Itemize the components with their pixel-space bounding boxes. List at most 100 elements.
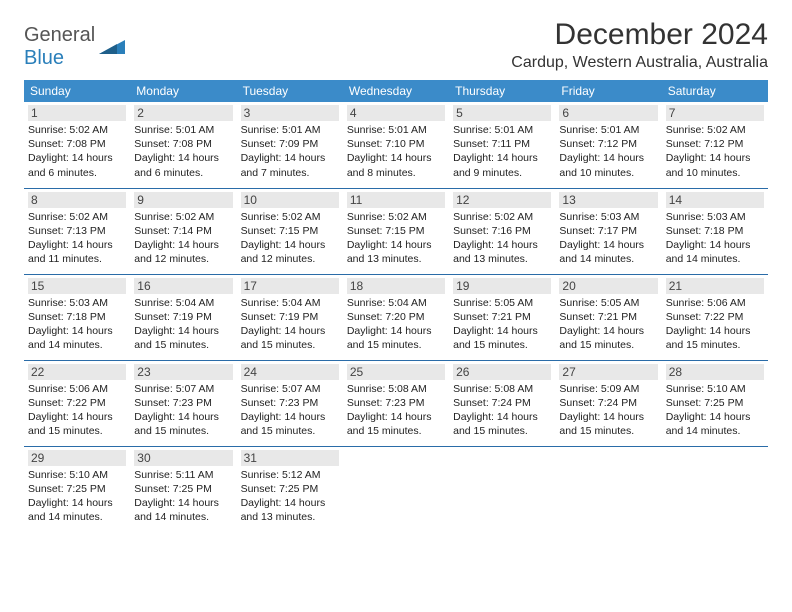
cell-content: Sunrise: 5:03 AMSunset: 7:17 PMDaylight:… [559, 210, 657, 267]
day-number: 4 [347, 105, 445, 121]
sunset-line: Sunset: 7:22 PM [28, 396, 126, 410]
cell-content: Sunrise: 5:03 AMSunset: 7:18 PMDaylight:… [28, 296, 126, 353]
cell-content: Sunrise: 5:04 AMSunset: 7:19 PMDaylight:… [134, 296, 232, 353]
sunrise-line: Sunrise: 5:02 AM [241, 210, 339, 224]
sunset-line: Sunset: 7:23 PM [347, 396, 445, 410]
day-number: 9 [134, 192, 232, 208]
sunset-line: Sunset: 7:18 PM [666, 224, 764, 238]
empty-cell [662, 446, 768, 532]
empty-cell [449, 446, 555, 532]
calendar-cell: 28Sunrise: 5:10 AMSunset: 7:25 PMDayligh… [662, 360, 768, 446]
calendar-cell: 9 Sunrise: 5:02 AMSunset: 7:14 PMDaylight… [130, 188, 236, 274]
day-header: Tuesday [237, 80, 343, 102]
calendar-cell: 1Sunrise: 5:02 AMSunset: 7:08 PMDaylight… [24, 102, 130, 188]
calendar-cell: 25 Sunrise: 5:08 AMSunset: 7:23 PMDayligh… [343, 360, 449, 446]
calendar-cell: 19Sunrise: 5:05 AMSunset: 7:21 PMDayligh… [449, 274, 555, 360]
calendar-cell: 7Sunrise: 5:02 AMSunset: 7:12 PMDaylight… [662, 102, 768, 188]
day-number: 25 [347, 364, 445, 380]
daylight-line: Daylight: 14 hours and 10 minutes. [666, 151, 764, 179]
calendar-row: 1Sunrise: 5:02 AMSunset: 7:08 PMDaylight… [24, 102, 768, 188]
calendar-cell: 23 Sunrise: 5:07 AMSunset: 7:23 PMDayligh… [130, 360, 236, 446]
sunset-line: Sunset: 7:15 PM [241, 224, 339, 238]
day-number: 31 [241, 450, 339, 466]
day-number: 14 [666, 192, 764, 208]
daylight-line: Daylight: 14 hours and 7 minutes. [241, 151, 339, 179]
day-number: 17 [241, 278, 339, 294]
sunrise-line: Sunrise: 5:01 AM [559, 123, 657, 137]
cell-content: Sunrise: 5:01 AMSunset: 7:10 PMDaylight:… [347, 123, 445, 180]
sunrise-line: Sunrise: 5:08 AM [453, 382, 551, 396]
day-header: Sunday [24, 80, 130, 102]
daylight-line: Daylight: 14 hours and 9 minutes. [453, 151, 551, 179]
cell-content: Sunrise: 5:12 AMSunset: 7:25 PMDaylight:… [241, 468, 339, 525]
sunrise-line: Sunrise: 5:10 AM [28, 468, 126, 482]
sunset-line: Sunset: 7:17 PM [559, 224, 657, 238]
day-number: 11 [347, 192, 445, 208]
sunrise-line: Sunrise: 5:03 AM [666, 210, 764, 224]
cell-content: Sunrise: 5:08 AMSunset: 7:23 PMDaylight:… [347, 382, 445, 439]
calendar-row: 22Sunrise: 5:06 AMSunset: 7:22 PMDayligh… [24, 360, 768, 446]
daylight-line: Daylight: 14 hours and 11 minutes. [28, 238, 126, 266]
sunset-line: Sunset: 7:15 PM [347, 224, 445, 238]
day-number: 26 [453, 364, 551, 380]
calendar-cell: 18Sunrise: 5:04 AMSunset: 7:20 PMDayligh… [343, 274, 449, 360]
calendar-cell: 4 Sunrise: 5:01 AMSunset: 7:10 PMDaylight… [343, 102, 449, 188]
cell-content: Sunrise: 5:01 AMSunset: 7:12 PMDaylight:… [559, 123, 657, 180]
calendar-cell: 8 Sunrise: 5:02 AMSunset: 7:13 PMDaylight… [24, 188, 130, 274]
sunset-line: Sunset: 7:25 PM [134, 482, 232, 496]
day-number: 27 [559, 364, 657, 380]
calendar-row: 15 Sunrise: 5:03 AMSunset: 7:18 PMDayligh… [24, 274, 768, 360]
calendar-cell: 20Sunrise: 5:05 AMSunset: 7:21 PMDayligh… [555, 274, 661, 360]
logo-triangle-icon [99, 36, 125, 59]
calendar-cell: 17Sunrise: 5:04 AMSunset: 7:19 PMDayligh… [237, 274, 343, 360]
day-number: 8 [28, 192, 126, 208]
sunrise-line: Sunrise: 5:02 AM [453, 210, 551, 224]
daylight-line: Daylight: 14 hours and 15 minutes. [241, 410, 339, 438]
cell-content: Sunrise: 5:07 AMSunset: 7:23 PMDaylight:… [134, 382, 232, 439]
sunset-line: Sunset: 7:25 PM [241, 482, 339, 496]
calendar-cell: 30Sunrise: 5:11 AMSunset: 7:25 PMDayligh… [130, 446, 236, 532]
cell-content: Sunrise: 5:02 AMSunset: 7:15 PMDaylight:… [347, 210, 445, 267]
cell-content: Sunrise: 5:02 AMSunset: 7:14 PMDaylight:… [134, 210, 232, 267]
sunrise-line: Sunrise: 5:01 AM [241, 123, 339, 137]
header: General Blue December 2024 Cardup, Weste… [24, 18, 768, 72]
sunrise-line: Sunrise: 5:02 AM [28, 210, 126, 224]
cell-content: Sunrise: 5:03 AMSunset: 7:18 PMDaylight:… [666, 210, 764, 267]
day-number: 3 [241, 105, 339, 121]
sunrise-line: Sunrise: 5:03 AM [28, 296, 126, 310]
calendar-cell: 27 Sunrise: 5:09 AMSunset: 7:24 PMDayligh… [555, 360, 661, 446]
sunset-line: Sunset: 7:12 PM [666, 137, 764, 151]
daylight-line: Daylight: 14 hours and 15 minutes. [347, 410, 445, 438]
day-number: 16 [134, 278, 232, 294]
daylight-line: Daylight: 14 hours and 14 minutes. [28, 324, 126, 352]
cell-content: Sunrise: 5:01 AMSunset: 7:08 PMDaylight:… [134, 123, 232, 180]
daylight-line: Daylight: 14 hours and 15 minutes. [347, 324, 445, 352]
sunrise-line: Sunrise: 5:01 AM [347, 123, 445, 137]
sunset-line: Sunset: 7:19 PM [134, 310, 232, 324]
cell-content: Sunrise: 5:09 AMSunset: 7:24 PMDaylight:… [559, 382, 657, 439]
calendar-cell: 16 Sunrise: 5:04 AMSunset: 7:19 PMDayligh… [130, 274, 236, 360]
calendar-cell: 10Sunrise: 5:02 AMSunset: 7:15 PMDayligh… [237, 188, 343, 274]
cell-content: Sunrise: 5:05 AMSunset: 7:21 PMDaylight:… [559, 296, 657, 353]
daylight-line: Daylight: 14 hours and 10 minutes. [559, 151, 657, 179]
day-number: 23 [134, 364, 232, 380]
sunset-line: Sunset: 7:20 PM [347, 310, 445, 324]
calendar-cell: 21Sunrise: 5:06 AMSunset: 7:22 PMDayligh… [662, 274, 768, 360]
sunset-line: Sunset: 7:25 PM [28, 482, 126, 496]
sunrise-line: Sunrise: 5:09 AM [559, 382, 657, 396]
brand-word-1: General [24, 24, 95, 46]
cell-content: Sunrise: 5:04 AMSunset: 7:20 PMDaylight:… [347, 296, 445, 353]
sunrise-line: Sunrise: 5:03 AM [559, 210, 657, 224]
day-number: 1 [28, 105, 126, 121]
sunset-line: Sunset: 7:19 PM [241, 310, 339, 324]
empty-cell [555, 446, 661, 532]
calendar-cell: 3Sunrise: 5:01 AMSunset: 7:09 PMDaylight… [237, 102, 343, 188]
cell-content: Sunrise: 5:02 AMSunset: 7:15 PMDaylight:… [241, 210, 339, 267]
daylight-line: Daylight: 14 hours and 13 minutes. [241, 496, 339, 524]
day-number: 15 [28, 278, 126, 294]
sunset-line: Sunset: 7:11 PM [453, 137, 551, 151]
sunset-line: Sunset: 7:08 PM [134, 137, 232, 151]
sunset-line: Sunset: 7:21 PM [453, 310, 551, 324]
sunset-line: Sunset: 7:13 PM [28, 224, 126, 238]
cell-content: Sunrise: 5:06 AMSunset: 7:22 PMDaylight:… [666, 296, 764, 353]
